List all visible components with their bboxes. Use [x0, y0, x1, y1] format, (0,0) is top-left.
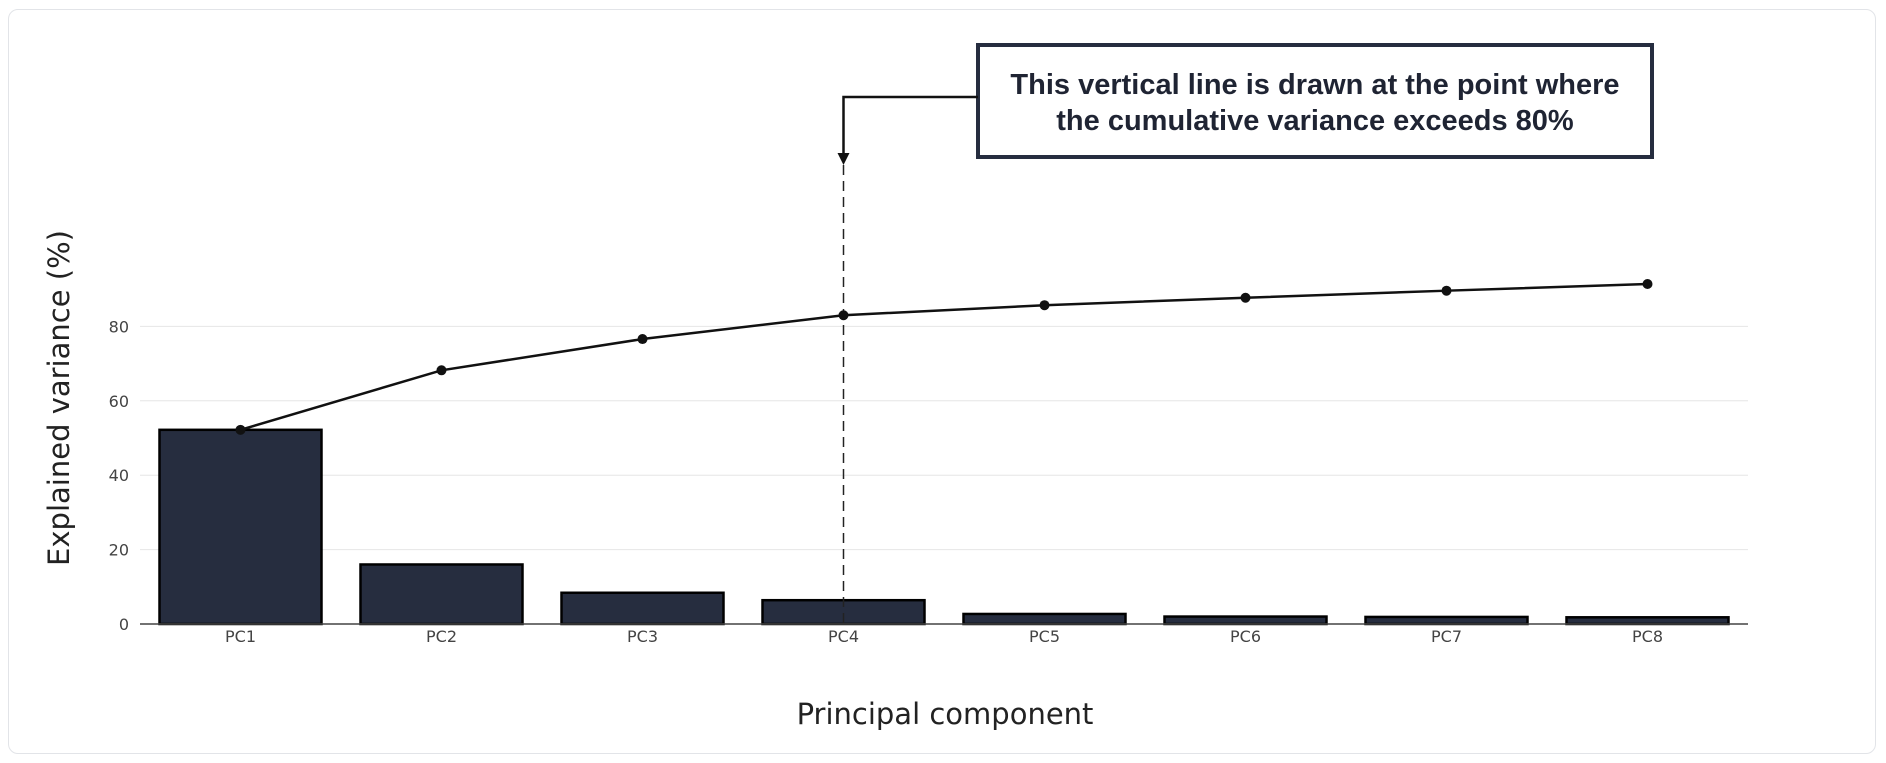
- y-tick-label: 40: [109, 466, 129, 485]
- bars-group: [158, 428, 1730, 626]
- x-tick-label: PC5: [1029, 627, 1060, 646]
- y-tick-label: 0: [119, 615, 129, 634]
- y-tick-label: 80: [109, 317, 129, 336]
- bar: [1163, 615, 1328, 626]
- annotation-box: [976, 43, 1654, 159]
- cumulative-point: [637, 334, 648, 345]
- x-tick-label: PC1: [225, 627, 256, 646]
- grid-lines: [140, 325, 1748, 551]
- x-axis-title: Principal component: [797, 697, 1094, 731]
- annotation-arrow: [842, 95, 978, 153]
- bar: [158, 428, 323, 626]
- y-tick-label: 60: [109, 392, 129, 411]
- annotation-group: This vertical line is drawn at the point…: [837, 43, 1654, 165]
- bar: [560, 591, 725, 626]
- annotation-text-line: This vertical line is drawn at the point…: [1010, 69, 1619, 101]
- bar: [962, 612, 1127, 626]
- y-axis-title: Explained variance (%): [42, 230, 76, 566]
- x-tick-label: PC3: [627, 627, 658, 646]
- x-tick-label: PC8: [1632, 627, 1663, 646]
- bar: [359, 563, 524, 626]
- y-axis: 0 20 40 60 80: [109, 317, 129, 634]
- cumulative-point: [838, 310, 849, 321]
- x-axis: PC1 PC2 PC3 PC4 PC5 PC6 PC7 PC8: [140, 623, 1748, 646]
- cumulative-point: [1039, 300, 1050, 311]
- cumulative-point: [436, 365, 447, 376]
- x-tick-label: PC7: [1431, 627, 1462, 646]
- x-tick-label: PC4: [828, 627, 859, 646]
- cumulative-line: [240, 282, 1648, 432]
- annotation-arrowhead: [837, 153, 850, 165]
- cumulative-point: [1240, 292, 1251, 303]
- cumulative-point: [235, 424, 246, 435]
- annotation-text-line: the cumulative variance exceeds 80%: [1056, 105, 1574, 137]
- x-tick-label: PC6: [1230, 627, 1261, 646]
- cumulative-point: [1642, 278, 1653, 289]
- bar: [1565, 616, 1730, 626]
- y-tick-label: 20: [109, 541, 129, 560]
- cumulative-point: [1441, 285, 1452, 296]
- cumulative-line-group: [235, 278, 1653, 435]
- bar: [1364, 615, 1529, 626]
- x-tick-label: PC2: [426, 627, 457, 646]
